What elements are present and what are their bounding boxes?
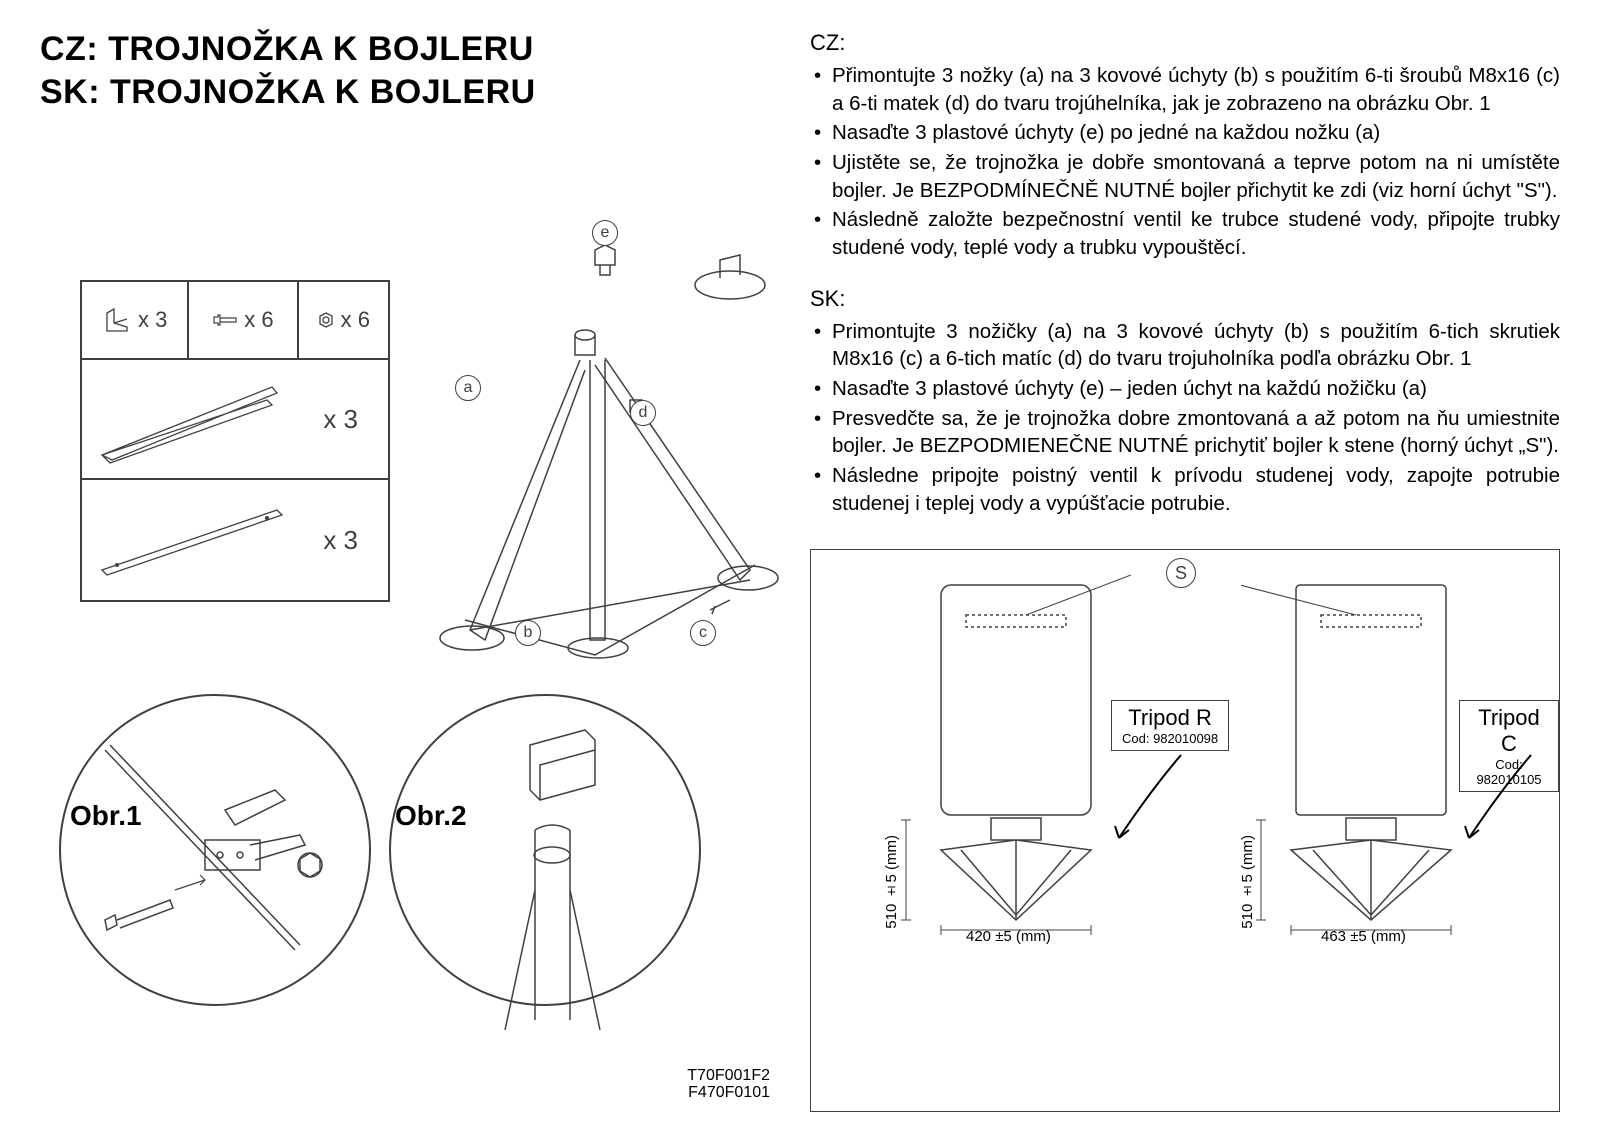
parts-cell-nut: x 6 — [299, 282, 388, 358]
tripod-r-height: 510 ±5 (mm) — [883, 835, 900, 929]
tripod-r-cod: Cod: 982010098 — [1122, 731, 1218, 746]
parts-cell-leg: x 3 — [82, 360, 388, 480]
code-2: F470F0101 — [687, 1084, 770, 1102]
obr2-label: Obr.2 — [395, 800, 467, 832]
cz-item-4: Následně založte bezpečnostní ventil ke … — [810, 206, 1560, 261]
sk-item-4: Následne pripojte poistný ventil k prívo… — [810, 462, 1560, 517]
sk-instructions: Primontujte 3 nožičky (a) na 3 kovové úc… — [810, 318, 1560, 520]
arrow-r — [1111, 750, 1191, 850]
title-sk: SK: TROJNOŽKA K BOJLERU — [40, 73, 780, 112]
dimension-panel: S — [810, 549, 1560, 1112]
sk-label: SK: — [810, 286, 1560, 312]
bracket-qty: x 3 — [138, 307, 167, 333]
tripod-r-width: 420 ±5 (mm) — [966, 928, 1051, 945]
cz-instructions: Přimontujte 3 nožky (a) na 3 kovové úchy… — [810, 62, 1560, 264]
callout-c: c — [690, 620, 716, 646]
nut-qty: x 6 — [341, 307, 370, 333]
obr1-label: Obr.1 — [70, 800, 142, 832]
sk-item-2: Nasaďte 3 plastové úchyty (e) – jeden úc… — [810, 375, 1560, 403]
callout-a: a — [455, 375, 481, 401]
callout-b: b — [515, 620, 541, 646]
cz-item-1: Přimontujte 3 nožky (a) na 3 kovové úchy… — [810, 62, 1560, 117]
parts-table: x 3 x 6 x 6 — [80, 280, 390, 602]
right-column: CZ: Přimontujte 3 nožky (a) na 3 kovové … — [780, 30, 1560, 1112]
tripod-c-name: Tripod C — [1478, 705, 1540, 756]
cz-item-3: Ujistěte se, že trojnožka je dobře smont… — [810, 149, 1560, 204]
nut-icon — [317, 311, 335, 329]
left-column: CZ: TROJNOŽKA K BOJLERU SK: TROJNOŽKA K … — [40, 30, 780, 1112]
bracket-icon — [102, 305, 132, 335]
callout-d: d — [630, 400, 656, 426]
code-1: T70F001F2 — [687, 1067, 770, 1085]
parts-cell-bar: x 3 — [82, 480, 388, 600]
parts-cell-screw: x 6 — [189, 282, 298, 358]
page: CZ: TROJNOŽKA K BOJLERU SK: TROJNOŽKA K … — [0, 0, 1600, 1132]
title-cz: CZ: TROJNOŽKA K BOJLERU — [40, 30, 780, 69]
tripod-c-height: 510 ±5 (mm) — [1239, 835, 1256, 929]
tripod-assembly-diagram — [410, 200, 800, 670]
screw-qty: x 6 — [244, 307, 273, 333]
bar-qty: x 3 — [323, 525, 358, 556]
tripod-r-diagram — [871, 570, 1131, 940]
cz-label: CZ: — [810, 30, 1560, 56]
callout-s: S — [1166, 558, 1196, 588]
callout-e: e — [592, 220, 618, 246]
obr2-detail — [385, 690, 705, 1040]
bar-icon — [92, 500, 292, 580]
sk-item-1: Primontujte 3 nožičky (a) na 3 kovové úc… — [810, 318, 1560, 373]
parts-cell-bracket: x 3 — [82, 282, 189, 358]
cz-item-2: Nasaďte 3 plastové úchyty (e) po jedné n… — [810, 119, 1560, 147]
leg-qty: x 3 — [323, 404, 358, 435]
tripod-r-label: Tripod R Cod: 982010098 — [1111, 700, 1229, 751]
tripod-r-name: Tripod R — [1128, 705, 1212, 730]
tripod-c-width: 463 ±5 (mm) — [1321, 928, 1406, 945]
screw-icon — [212, 313, 238, 327]
parts-row-small: x 3 x 6 x 6 — [82, 282, 388, 360]
leg-icon — [92, 375, 292, 465]
arrow-c — [1461, 750, 1541, 850]
drawing-codes: T70F001F2 F470F0101 — [687, 1067, 770, 1102]
sk-item-3: Presvedčte sa, že je trojnožka dobre zmo… — [810, 405, 1560, 460]
obr1-detail — [55, 690, 375, 1010]
